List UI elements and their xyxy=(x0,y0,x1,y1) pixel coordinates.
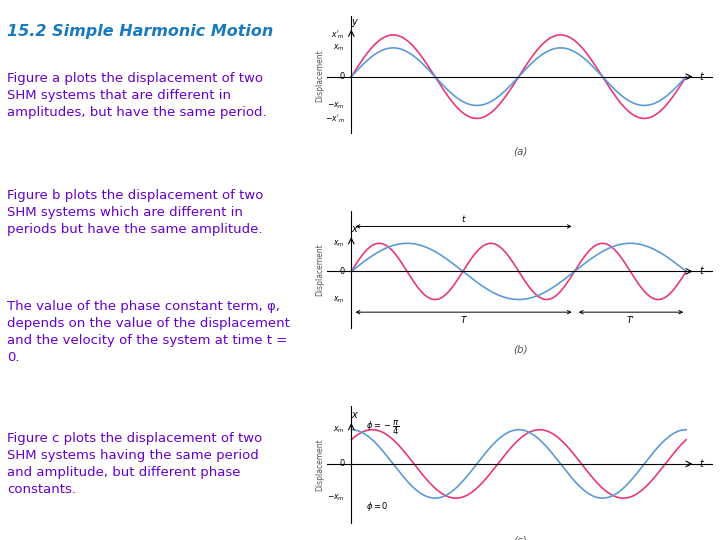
Text: 0: 0 xyxy=(339,267,345,276)
Y-axis label: Displacement: Displacement xyxy=(315,244,325,296)
Text: 0: 0 xyxy=(339,72,345,81)
Text: 15.2 Simple Harmonic Motion: 15.2 Simple Harmonic Motion xyxy=(7,24,274,39)
Text: $-x_m$: $-x_m$ xyxy=(327,100,345,111)
Text: $x_m$: $x_m$ xyxy=(333,43,345,53)
Text: T': T' xyxy=(626,315,634,325)
Text: $x'_m$: $x'_m$ xyxy=(330,29,345,41)
Text: 0: 0 xyxy=(339,460,345,468)
Text: $x_m$: $x_m$ xyxy=(333,294,345,305)
Text: T: T xyxy=(460,315,466,325)
Y-axis label: Displacement: Displacement xyxy=(315,49,325,102)
Text: $-x_m$: $-x_m$ xyxy=(327,493,345,503)
Text: Figure a plots the displacement of two
SHM systems that are different in
amplitu: Figure a plots the displacement of two S… xyxy=(7,72,267,119)
Text: $-x'_m$: $-x'_m$ xyxy=(325,112,345,125)
Text: Figure c plots the displacement of two
SHM systems having the same period
and am: Figure c plots the displacement of two S… xyxy=(7,433,263,496)
Text: y: y xyxy=(351,17,357,27)
Text: x: x xyxy=(351,224,357,234)
Text: t: t xyxy=(699,266,703,276)
Text: $x_m$: $x_m$ xyxy=(333,238,345,248)
Text: (c): (c) xyxy=(513,536,527,540)
Text: $x_m$: $x_m$ xyxy=(333,424,345,435)
Text: t: t xyxy=(461,214,464,224)
Text: t: t xyxy=(699,72,703,82)
Text: $\phi = 0$: $\phi = 0$ xyxy=(366,500,388,513)
Text: Figure b plots the displacement of two
SHM systems which are different in
period: Figure b plots the displacement of two S… xyxy=(7,189,264,236)
Text: (a): (a) xyxy=(513,146,527,156)
Text: $\phi = -\dfrac{\pi}{4}$: $\phi = -\dfrac{\pi}{4}$ xyxy=(366,418,400,437)
Text: (b): (b) xyxy=(513,345,527,354)
Y-axis label: Displacement: Displacement xyxy=(315,438,325,491)
Text: t: t xyxy=(699,459,703,469)
Text: x: x xyxy=(351,410,357,420)
Text: The value of the phase constant term, φ,
depends on the value of the displacemen: The value of the phase constant term, φ,… xyxy=(7,300,290,364)
